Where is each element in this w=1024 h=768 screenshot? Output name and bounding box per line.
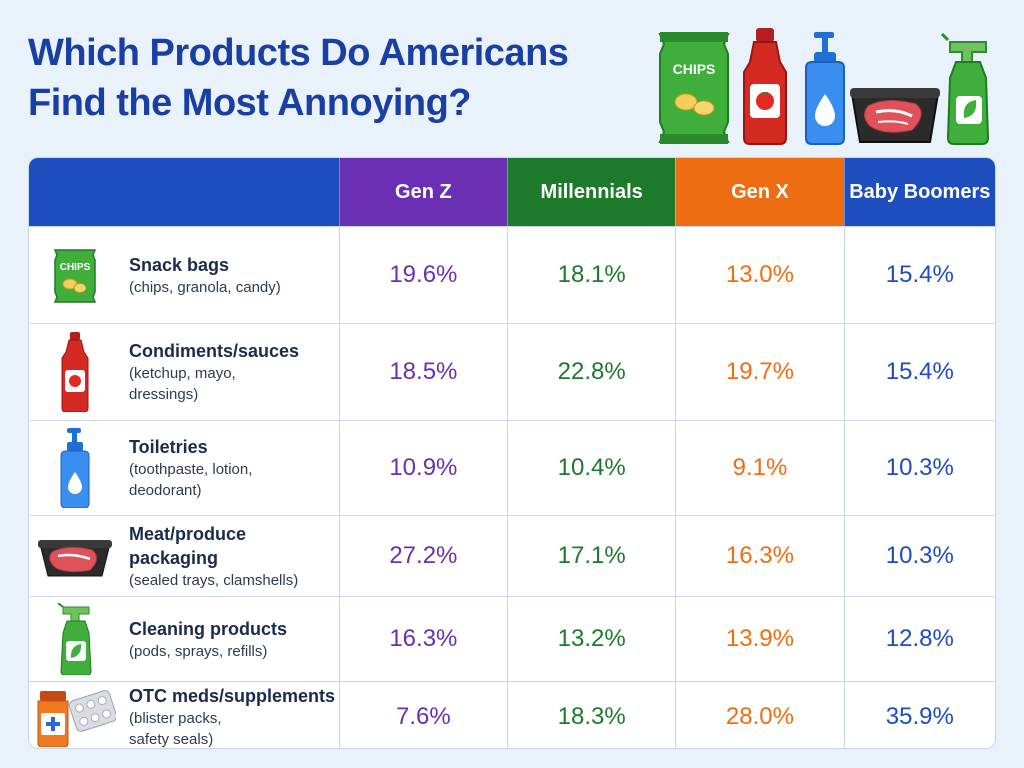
meat-tray-icon bbox=[29, 534, 121, 578]
table-row: Meat/produce packaging (sealed trays, cla… bbox=[29, 515, 995, 596]
page-title: Which Products Do Americans Find the Mos… bbox=[28, 28, 569, 128]
header-gen-z: Gen Z bbox=[338, 158, 508, 226]
ketchup-bottle-icon bbox=[29, 332, 121, 412]
value-cell: 10.3% bbox=[843, 516, 995, 596]
meat-tray-icon bbox=[850, 88, 940, 143]
header-gen-x: Gen X bbox=[675, 158, 844, 226]
row-label-cell: CHIPS Snack bags (chips, granola, candy) bbox=[29, 227, 339, 323]
row-detail: (pods, sprays, refills) bbox=[129, 642, 268, 660]
value-cell: 7.6% bbox=[338, 682, 507, 748]
value-cell: 19.6% bbox=[338, 227, 507, 323]
chips-bag-icon: CHIPS bbox=[29, 246, 121, 304]
title-line-2: Find the Most Annoying? bbox=[28, 82, 472, 124]
ketchup-bottle-icon bbox=[743, 28, 787, 145]
value-cell: 27.2% bbox=[338, 516, 507, 596]
header-millennials: Millennials bbox=[507, 158, 676, 226]
row-detail: (toothpaste, lotion, deodorant) bbox=[129, 461, 253, 499]
table-header: Gen Z Millennials Gen X Baby Boomers bbox=[29, 158, 995, 226]
spray-bottle-icon bbox=[940, 32, 990, 145]
row-text: Toiletries (toothpaste, lotion, deodorant… bbox=[121, 435, 252, 501]
row-name: Cleaning products bbox=[129, 618, 288, 639]
row-label-cell: OTC meds/supplements (blister packs, safe… bbox=[29, 682, 339, 748]
lotion-bottle-icon bbox=[29, 428, 121, 508]
row-text: Snack bags (chips, granola, candy) bbox=[121, 253, 281, 298]
chips-bag-icon: CHIPS bbox=[658, 32, 730, 144]
value-cell: 18.5% bbox=[338, 324, 507, 420]
row-name: Toiletries bbox=[129, 437, 208, 457]
header-blank-cell bbox=[29, 158, 339, 226]
table-row: Cleaning products (pods, sprays, refills)… bbox=[29, 596, 995, 681]
header-baby-boomers: Baby Boomers bbox=[843, 158, 995, 226]
value-cell: 13.9% bbox=[675, 597, 843, 681]
value-cell: 15.4% bbox=[843, 324, 995, 420]
svg-text:CHIPS: CHIPS bbox=[60, 262, 91, 273]
comparison-table: Gen Z Millennials Gen X Baby Boomers CHI… bbox=[28, 157, 996, 749]
row-detail: (blister packs, safety seals) bbox=[129, 710, 222, 748]
value-cell: 19.7% bbox=[675, 324, 843, 420]
row-label-cell: Cleaning products (pods, sprays, refills) bbox=[29, 597, 339, 681]
value-cell: 35.9% bbox=[843, 682, 995, 748]
value-cell: 9.1% bbox=[675, 421, 843, 515]
value-cell: 15.4% bbox=[843, 227, 995, 323]
value-cell: 10.4% bbox=[507, 421, 675, 515]
row-detail: (sealed trays, clamshells) bbox=[129, 571, 299, 589]
value-cell: 10.3% bbox=[843, 421, 995, 515]
row-text: Cleaning products (pods, sprays, refills) bbox=[121, 617, 287, 662]
table-row: Condiments/sauces (ketchup, mayo, dressin… bbox=[29, 323, 995, 420]
row-name: OTC meds/supplements bbox=[129, 686, 336, 706]
row-label-cell: Condiments/sauces (ketchup, mayo, dressin… bbox=[29, 324, 339, 420]
spray-bottle-icon bbox=[29, 603, 121, 675]
row-name: Condiments/sauces bbox=[129, 341, 300, 361]
table-row: Toiletries (toothpaste, lotion, deodorant… bbox=[29, 420, 995, 515]
row-text: Condiments/sauces (ketchup, mayo, dressin… bbox=[121, 339, 299, 405]
row-detail: (chips, granola, candy) bbox=[129, 278, 281, 296]
table-row: CHIPS Snack bags (chips, granola, candy) 19… bbox=[29, 226, 995, 323]
value-cell: 13.0% bbox=[675, 227, 843, 323]
row-name: Meat/produce packaging bbox=[129, 523, 247, 568]
value-cell: 16.3% bbox=[675, 516, 843, 596]
chips-label: CHIPS bbox=[673, 61, 716, 77]
value-cell: 18.1% bbox=[507, 227, 675, 323]
lotion-bottle-icon bbox=[805, 32, 845, 145]
row-label-cell: Meat/produce packaging (sealed trays, cla… bbox=[29, 516, 339, 596]
value-cell: 16.3% bbox=[338, 597, 507, 681]
pill-bottle-icon bbox=[29, 687, 121, 747]
row-text: Meat/produce packaging (sealed trays, cla… bbox=[121, 522, 339, 591]
value-cell: 13.2% bbox=[507, 597, 675, 681]
row-label-cell: Toiletries (toothpaste, lotion, deodorant… bbox=[29, 421, 339, 515]
row-detail: (ketchup, mayo, dressings) bbox=[129, 365, 236, 403]
title-line-1: Which Products Do Americans bbox=[28, 32, 569, 74]
value-cell: 17.1% bbox=[507, 516, 675, 596]
value-cell: 22.8% bbox=[507, 324, 675, 420]
table-body: CHIPS Snack bags (chips, granola, candy) 19… bbox=[29, 226, 995, 748]
product-illustrations: CHIPS bbox=[658, 28, 990, 145]
row-name: Snack bags bbox=[129, 254, 230, 275]
value-cell: 10.9% bbox=[338, 421, 507, 515]
value-cell: 28.0% bbox=[675, 682, 843, 748]
value-cell: 12.8% bbox=[843, 597, 995, 681]
value-cell: 18.3% bbox=[507, 682, 675, 748]
row-text: OTC meds/supplements (blister packs, safe… bbox=[121, 684, 336, 748]
table-row: OTC meds/supplements (blister packs, safe… bbox=[29, 681, 995, 748]
